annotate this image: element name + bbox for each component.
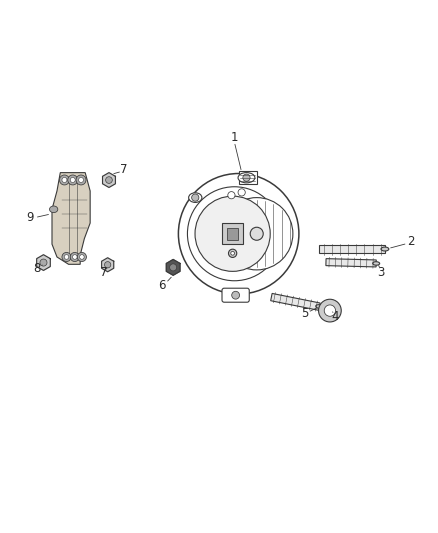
Circle shape — [187, 187, 282, 281]
Polygon shape — [166, 260, 180, 275]
Ellipse shape — [381, 247, 389, 251]
Circle shape — [68, 175, 78, 185]
Ellipse shape — [373, 262, 380, 265]
FancyBboxPatch shape — [227, 228, 238, 239]
Text: 6: 6 — [159, 279, 166, 292]
Circle shape — [62, 177, 67, 182]
Text: 4: 4 — [332, 310, 339, 323]
Circle shape — [64, 255, 69, 259]
Circle shape — [192, 194, 199, 201]
Circle shape — [62, 253, 71, 262]
Polygon shape — [52, 173, 90, 264]
FancyBboxPatch shape — [239, 171, 257, 184]
Ellipse shape — [189, 193, 202, 203]
Circle shape — [243, 174, 250, 181]
Circle shape — [73, 255, 77, 259]
Circle shape — [229, 249, 237, 257]
Polygon shape — [102, 173, 115, 188]
Circle shape — [106, 177, 112, 183]
Text: 1: 1 — [230, 131, 238, 144]
FancyBboxPatch shape — [222, 288, 249, 302]
Circle shape — [250, 227, 263, 240]
Circle shape — [318, 299, 341, 322]
Polygon shape — [37, 255, 50, 270]
Circle shape — [80, 255, 84, 259]
Ellipse shape — [316, 305, 323, 309]
Circle shape — [40, 259, 47, 266]
Text: 7: 7 — [120, 163, 127, 176]
Circle shape — [178, 174, 299, 294]
Polygon shape — [319, 245, 385, 253]
Text: 3: 3 — [377, 265, 384, 279]
Circle shape — [324, 305, 336, 316]
Circle shape — [105, 262, 111, 268]
Circle shape — [232, 292, 240, 299]
Circle shape — [70, 253, 79, 262]
Circle shape — [60, 175, 69, 185]
Circle shape — [76, 175, 86, 185]
Circle shape — [78, 177, 84, 182]
Circle shape — [228, 191, 235, 199]
Circle shape — [70, 177, 75, 182]
FancyBboxPatch shape — [222, 223, 243, 244]
Text: 2: 2 — [407, 235, 415, 248]
Polygon shape — [326, 259, 376, 267]
Text: 9: 9 — [27, 211, 34, 224]
Text: 5: 5 — [301, 307, 308, 320]
Circle shape — [221, 198, 293, 270]
Circle shape — [77, 253, 86, 262]
Circle shape — [238, 189, 245, 196]
Polygon shape — [102, 258, 114, 272]
Circle shape — [195, 196, 270, 271]
Polygon shape — [271, 294, 320, 310]
Text: 8: 8 — [34, 262, 41, 275]
Circle shape — [231, 252, 234, 255]
Circle shape — [170, 264, 177, 271]
Text: 7: 7 — [99, 265, 107, 279]
Ellipse shape — [238, 173, 255, 183]
Ellipse shape — [49, 206, 58, 213]
